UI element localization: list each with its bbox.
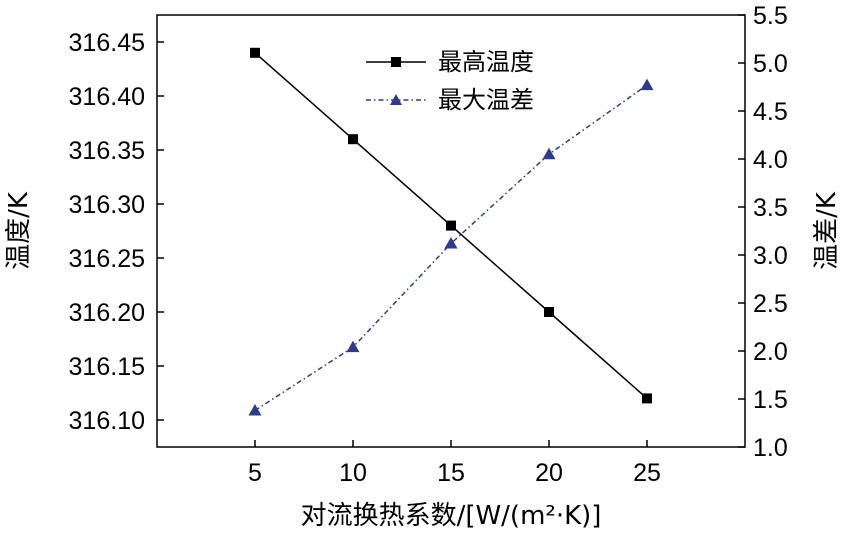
legend-marker-max-temp (391, 57, 401, 67)
x-tick-label: 20 (535, 459, 563, 487)
data-point-max-temp (544, 307, 554, 317)
y-left-tick-label: 316.25 (69, 245, 145, 273)
y-right-tick-label: 4.5 (753, 98, 788, 126)
y-right-tick-label: 3.5 (753, 194, 788, 222)
data-point-max-temp (250, 47, 260, 58)
ticks (157, 14, 745, 448)
y-right-tick-label: 1.0 (753, 434, 788, 462)
y-right-tick-label: 2.5 (753, 290, 788, 318)
data-point-max-temp (642, 393, 652, 404)
y-left-tick-label: 316.40 (69, 83, 145, 111)
y-left-tick-label: 316.30 (69, 191, 145, 219)
y-left-tick-label: 316.20 (69, 299, 145, 327)
data-point-max-temp-diff (640, 78, 654, 91)
y-right-tick-labels: 1.0 1.5 2.0 2.5 3.0 3.5 4.0 4.5 5.0 5.5 (753, 2, 788, 462)
y-right-tick-label: 4.0 (753, 146, 788, 174)
y-right-tick-label: 5.0 (753, 50, 788, 78)
x-tick-label: 5 (248, 459, 262, 487)
legend-label-max-temp: 最高温度 (438, 48, 534, 76)
legend: 最高温度 最大温差 (366, 48, 534, 114)
data-point-max-temp-diff (346, 340, 360, 353)
y-right-tick-label: 1.5 (753, 386, 788, 414)
y-right-tick-label: 3.0 (753, 242, 788, 270)
y-left-tick-label: 316.35 (69, 137, 145, 165)
x-tick-label: 10 (339, 459, 367, 487)
data-point-max-temp-diff (248, 404, 262, 416)
y-right-tick-label: 5.5 (753, 2, 788, 30)
y-left-axis-title: 温度/K (4, 191, 34, 270)
x-tick-label: 25 (633, 459, 661, 487)
y-left-tick-label: 316.15 (69, 353, 145, 381)
data-point-max-temp (446, 220, 456, 231)
y-left-tick-labels: 316.10 316.15 316.20 316.25 316.30 316.35 316.… (69, 29, 145, 435)
x-tick-label: 15 (437, 459, 465, 487)
y-left-tick-label: 316.10 (69, 407, 145, 435)
data-point-max-temp-diff (444, 236, 458, 249)
y-right-axis-title: 温差/K (812, 191, 842, 270)
legend-label-max-temp-diff: 最大温差 (438, 86, 534, 114)
legend-marker-max-temp-diff (390, 94, 402, 105)
series (248, 47, 654, 416)
x-tick-labels: 5 10 15 20 25 (248, 459, 661, 487)
data-point-max-temp-diff (542, 147, 556, 160)
x-axis-title: 对流换热系数/[W/(m²·K)] (301, 501, 602, 531)
y-left-tick-label: 316.45 (69, 29, 145, 57)
plot-frame (156, 14, 746, 448)
y-right-tick-label: 2.0 (753, 338, 788, 366)
data-point-max-temp (348, 134, 358, 145)
